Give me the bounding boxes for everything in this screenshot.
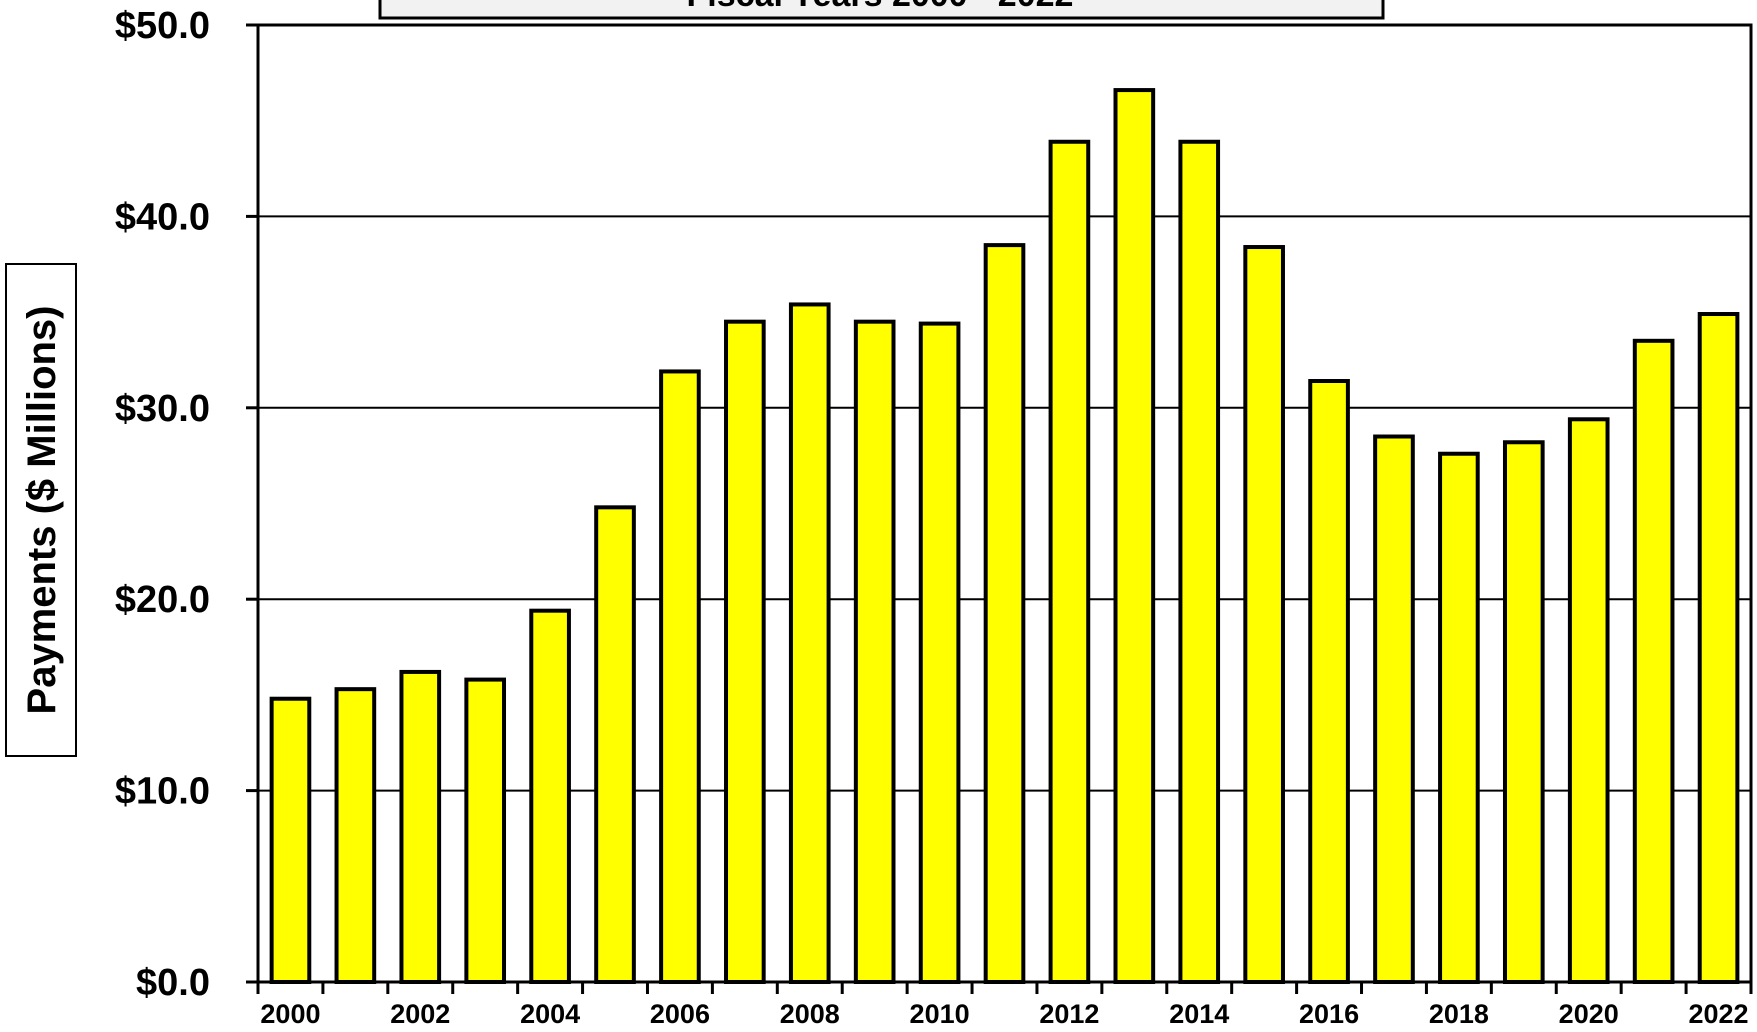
bar-2016 [1308, 379, 1350, 984]
bars [269, 88, 1740, 985]
x-tick-label-2000: 2000 [260, 999, 320, 1029]
y-tick-label: $30.0 [115, 388, 210, 430]
y-tick-label: $50.0 [115, 5, 210, 47]
bar-2013 [1113, 88, 1156, 985]
x-tick-label-2006: 2006 [650, 999, 710, 1029]
bar-2007 [724, 319, 766, 985]
bar-2010 [918, 321, 961, 985]
x-tick-label-2002: 2002 [390, 999, 450, 1029]
bar-2018 [1438, 451, 1480, 984]
bar-2004 [529, 608, 571, 985]
x-tick-label-2018: 2018 [1429, 999, 1489, 1029]
bar-2011 [983, 243, 1026, 985]
x-tick-label-2016: 2016 [1299, 999, 1359, 1029]
x-tick-label-2010: 2010 [910, 999, 970, 1029]
x-tick-label-2020: 2020 [1559, 999, 1619, 1029]
bar-2009 [853, 319, 896, 985]
y-axis-label-box: Payments ($ Millions) [5, 263, 77, 757]
bar-2003 [464, 677, 507, 984]
bar-2008 [788, 302, 831, 985]
x-axis-ticks: 2000 2002 2004 2006 2008 2010 2012 2014 2016 2018… [256, 982, 1753, 1029]
chart-title-box: Fiscal Years 2000 - 2022 [378, 0, 1385, 20]
bar-2000 [269, 696, 312, 985]
y-axis-label-frame [5, 263, 77, 757]
chart-title: Fiscal Years 2000 - 2022 [687, 0, 1074, 14]
bar-2001 [334, 687, 377, 985]
plot-area: $0.0$10.0$20.0$30.0$40.0$50.0 2000 2002 20… [115, 5, 1753, 1029]
y-tick-label: $10.0 [115, 771, 210, 813]
chart-title-frame [378, 0, 1385, 20]
y-axis-ticks: $0.0 $10.0 $20.0 $30.0 $40.0 $50.0 [115, 5, 258, 1004]
bar-2015 [1243, 245, 1285, 985]
y-tick-label: $40.0 [115, 196, 210, 238]
x-tick-label-2014: 2014 [1169, 999, 1229, 1029]
y-tick-label: $0.0 [136, 962, 210, 1004]
bar-2019 [1502, 440, 1545, 984]
bar-2006 [659, 369, 701, 984]
x-tick-label-2022: 2022 [1689, 999, 1749, 1029]
y-tick-label: $20.0 [115, 579, 210, 621]
bar-2020 [1567, 417, 1610, 984]
plot-frame [256, 23, 1753, 984]
bar-2017 [1373, 434, 1415, 984]
bar-2002 [399, 669, 442, 984]
bar-2022 [1697, 312, 1740, 985]
bar-2012 [1048, 139, 1091, 984]
bar-2021 [1632, 338, 1675, 984]
x-tick-label-2008: 2008 [780, 999, 840, 1029]
bar-2005 [594, 505, 636, 984]
y-axis-label: Payments ($ Millions) [20, 306, 64, 715]
bar-2014 [1178, 139, 1221, 984]
x-tick-label-2004: 2004 [520, 999, 580, 1029]
x-tick-label-2012: 2012 [1039, 999, 1099, 1029]
